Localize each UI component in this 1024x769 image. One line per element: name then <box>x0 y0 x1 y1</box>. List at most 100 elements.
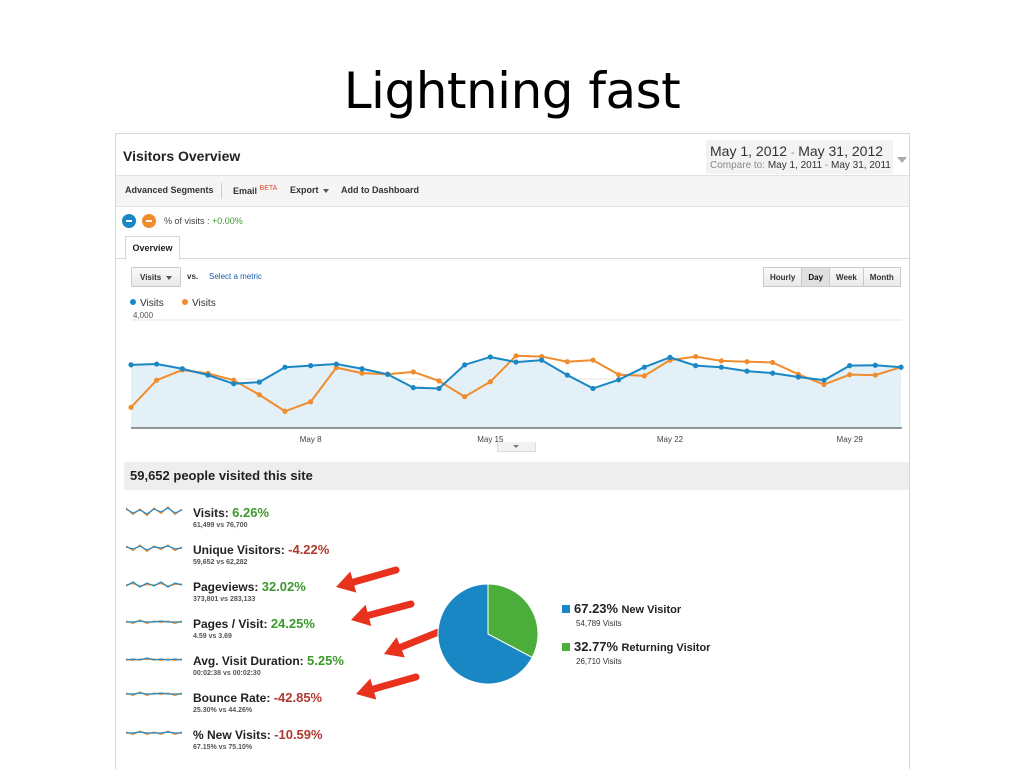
visits-compare-point[interactable] <box>154 377 160 383</box>
visits-point[interactable] <box>539 357 545 363</box>
metric-label: % New Visits: <box>193 728 271 742</box>
compare-start: May 1, 2011 <box>767 160 823 171</box>
sparkline <box>126 619 183 625</box>
advanced-segments-button[interactable]: Advanced Segments <box>125 185 214 195</box>
visits-compare-point[interactable] <box>847 372 853 378</box>
x-tick-label: May 15 <box>477 435 504 444</box>
week-button[interactable]: Week <box>829 267 864 287</box>
visits-point[interactable] <box>359 366 365 372</box>
sparkline-compare <box>126 544 183 553</box>
visits-compare-point[interactable] <box>359 370 365 376</box>
visits-point[interactable] <box>385 371 391 377</box>
y-tick-label: 4,000 <box>133 311 154 320</box>
metric-row: Pageviews: 32.02% 373,801 vs 283,133 <box>126 578 426 608</box>
visits-compare-point[interactable] <box>821 381 827 388</box>
visits-point[interactable] <box>770 370 776 376</box>
metric-compare: 67.15% vs 75.10% <box>193 744 253 751</box>
metric-row: Visits: 6.26% 61,499 vs 76,700 <box>126 504 426 534</box>
visits-point[interactable] <box>821 377 827 383</box>
legend-dot-icon <box>130 299 136 305</box>
visits-point[interactable] <box>847 363 853 369</box>
visits-point[interactable] <box>333 361 339 367</box>
visits-compare-point[interactable] <box>693 353 699 360</box>
visits-point[interactable] <box>231 381 237 387</box>
visits-compare-point[interactable] <box>564 359 570 365</box>
chart-collapse-handle[interactable] <box>497 442 536 452</box>
export-button[interactable]: Export <box>290 185 329 195</box>
visits-compare-point[interactable] <box>462 394 468 400</box>
visits-compare-point[interactable] <box>744 359 750 365</box>
visits-point[interactable] <box>282 364 288 370</box>
sparkline-current <box>126 692 182 695</box>
email-button[interactable]: Email BETA <box>233 185 277 196</box>
visits-point[interactable] <box>641 364 647 370</box>
visits-compare-point[interactable] <box>308 399 314 405</box>
vs-label: vs. <box>187 272 199 281</box>
metric-line: Pageviews: 32.02% <box>193 579 306 594</box>
visitor-type-pie <box>437 583 539 685</box>
visits-point[interactable] <box>718 364 724 370</box>
segment-toggle-icon[interactable] <box>142 214 156 228</box>
visits-point[interactable] <box>667 354 673 360</box>
summary-title: 59,652 people visited this site <box>124 462 909 490</box>
metric-line: % New Visits: -10.59% <box>193 727 323 742</box>
metric-select[interactable]: Visits <box>131 267 181 287</box>
visits-point[interactable] <box>564 372 570 378</box>
visits-compare-point[interactable] <box>256 392 262 398</box>
visits-compare-point[interactable] <box>410 369 416 375</box>
pie-slice-new-visitor[interactable] <box>437 583 533 685</box>
visits-compare-point[interactable] <box>436 378 442 384</box>
visits-compare-point[interactable] <box>616 372 622 378</box>
visits-compare-point[interactable] <box>513 353 519 359</box>
visits-point[interactable] <box>513 359 519 365</box>
visits-compare-point[interactable] <box>487 379 493 385</box>
visits-point[interactable] <box>154 361 160 367</box>
sparkline <box>126 730 183 736</box>
date-range-main: May 1, 2012 - May 31, 2012 <box>710 143 883 159</box>
metric-label: Unique Visitors: <box>193 543 285 557</box>
visits-point[interactable] <box>693 363 699 369</box>
x-tick-label: May 8 <box>300 435 322 444</box>
pie-slice-returning-visitor[interactable] <box>487 583 539 659</box>
add-to-dashboard-button[interactable]: Add to Dashboard <box>341 185 419 195</box>
date-range-picker[interactable]: May 1, 2012 - May 31, 2012 Compare to: M… <box>706 140 907 174</box>
visits-point[interactable] <box>179 366 185 372</box>
visits-point[interactable] <box>872 362 878 368</box>
export-label: Export <box>290 185 319 195</box>
visits-point[interactable] <box>205 372 211 378</box>
legend-item: Visits <box>130 298 164 309</box>
visits-point[interactable] <box>308 363 314 369</box>
visits-point[interactable] <box>256 379 262 385</box>
sparkline <box>126 657 183 662</box>
visits-compare-point[interactable] <box>282 408 288 414</box>
visits-point[interactable] <box>744 368 750 374</box>
pie-visits: 26,710 Visits <box>576 657 622 666</box>
visits-point[interactable] <box>795 374 801 380</box>
toolbar-divider <box>221 183 222 199</box>
metric-value: -10.59% <box>274 727 323 742</box>
red-arrow-icon <box>351 600 415 626</box>
metric-value: -4.22% <box>288 542 330 557</box>
visits-compare-point[interactable] <box>128 404 134 410</box>
visits-compare-point[interactable] <box>590 357 596 363</box>
month-button[interactable]: Month <box>862 267 901 287</box>
chevron-down-icon[interactable] <box>897 157 907 163</box>
visits-point[interactable] <box>487 354 493 360</box>
visits-point[interactable] <box>590 385 596 392</box>
tab-overview[interactable]: Overview <box>125 236 180 260</box>
visits-point[interactable] <box>410 385 416 391</box>
segment-toggle-icon[interactable] <box>122 214 136 228</box>
pie-legend-item: 32.77% Returning Visitor <box>562 639 710 654</box>
visits-point[interactable] <box>128 362 134 368</box>
visits-point[interactable] <box>462 362 468 368</box>
metric-value: 24.25% <box>270 616 315 631</box>
visits-point[interactable] <box>436 385 442 392</box>
visits-compare-point[interactable] <box>641 373 647 379</box>
visits-compare-point[interactable] <box>718 358 724 364</box>
select-metric-link[interactable]: Select a metric <box>209 272 262 281</box>
visits-compare-point[interactable] <box>770 359 776 366</box>
visits-compare-point[interactable] <box>872 372 878 378</box>
visits-point[interactable] <box>616 377 622 383</box>
tab-divider <box>116 258 909 259</box>
visits-point[interactable] <box>898 364 904 370</box>
